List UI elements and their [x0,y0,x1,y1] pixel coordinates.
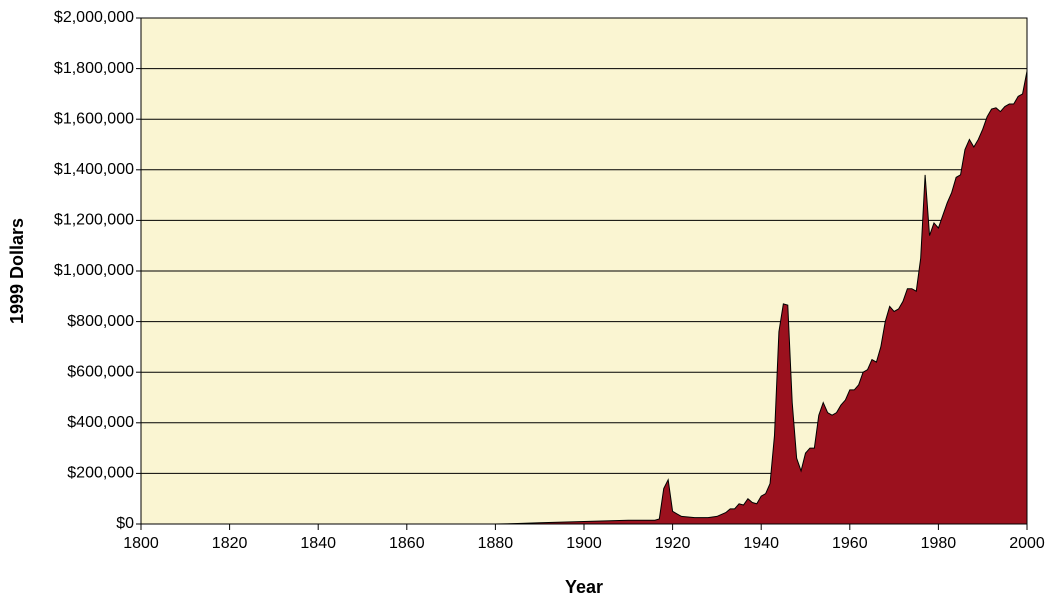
area [141,71,1028,525]
y-tick-label: $1,400,000 [54,161,134,178]
y-tick-label: $1,800,000 [54,60,134,77]
x-tick-label: 1840 [300,535,336,552]
y-tick-label: $200,000 [67,465,134,482]
x-tick-label: 2000 [1009,535,1045,552]
x-tick-label: 1920 [655,535,691,552]
y-tick-label: $2,000,000 [54,9,134,26]
x-axis-label: Year [565,577,603,597]
x-tick-label: 1820 [212,535,248,552]
x-tick-label: 1860 [389,535,425,552]
y-tick-label: $1,000,000 [54,262,134,279]
y-tick-label: $400,000 [67,414,134,431]
x-tick-label: 1800 [123,535,159,552]
x-tick-label: 1980 [921,535,957,552]
y-tick-label: $0 [116,515,134,532]
x-tick-label: 1960 [832,535,868,552]
x-tick-label: 1940 [743,535,779,552]
y-tick-label: $800,000 [67,313,134,330]
y-tick-label: $1,600,000 [54,110,134,127]
x-tick-label: 1900 [566,535,602,552]
y-tick-label: $1,200,000 [54,212,134,229]
x-tick-label: 1880 [478,535,514,552]
y-tick-label: $600,000 [67,363,134,380]
y-axis-label: 1999 Dollars [7,218,27,324]
